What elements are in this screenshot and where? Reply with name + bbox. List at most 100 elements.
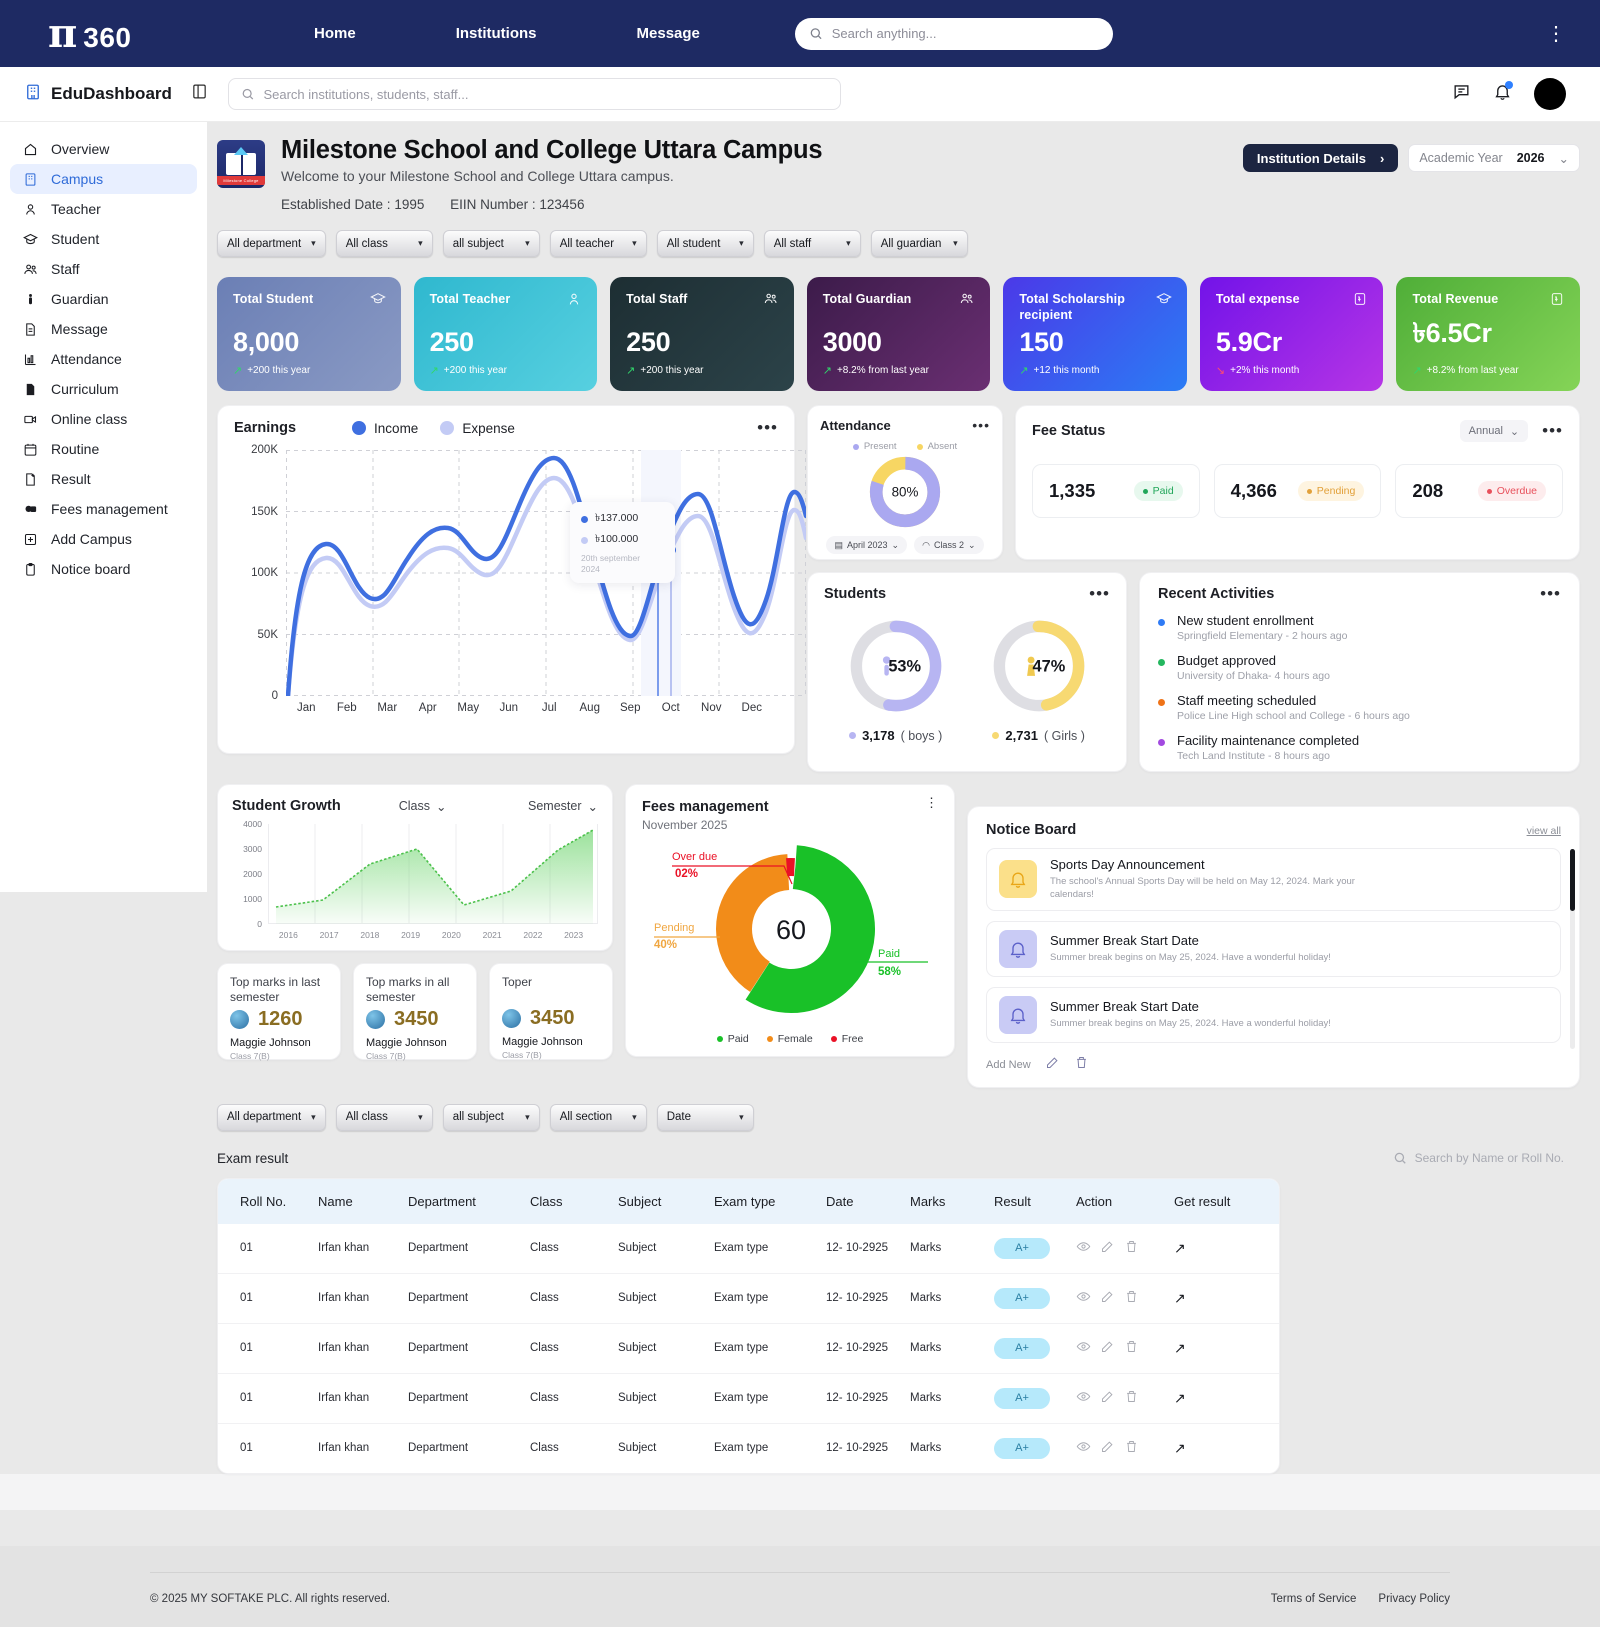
attendance-more-icon[interactable]: ••• — [972, 417, 990, 434]
sidebar-item-message[interactable]: Message — [10, 314, 197, 344]
terms-of-service-link[interactable]: Terms of Service — [1270, 1592, 1357, 1605]
toper-card[interactable]: Toper 3450 Maggie Johnson Class 7(B) — [489, 963, 613, 1060]
exam-filter-date[interactable]: Date ▾ — [656, 1103, 754, 1131]
stat-card-total-expense[interactable]: Total expense 5.9Cr ↘ +2% this month — [1199, 277, 1384, 391]
filter-all-staff[interactable]: All staff ▾ — [763, 230, 861, 257]
avatar[interactable] — [1534, 78, 1566, 110]
fee-box-pending[interactable]: 4,366 Pending — [1213, 464, 1382, 518]
table-row[interactable]: 01 Irfan khan Department Class Subject Exam t… — [218, 1423, 1279, 1473]
brand-logo[interactable]: π 360 — [24, 13, 224, 54]
activity-item[interactable]: Staff meeting scheduled Police Line High … — [1158, 693, 1561, 722]
notice-item[interactable]: Summer Break Start Date Summer break begi… — [986, 920, 1561, 977]
global-search-input[interactable] — [831, 26, 1099, 41]
notice-item[interactable]: Sports Day Announcement The school's Annu… — [986, 848, 1561, 911]
growth-semester-select[interactable]: Semester ⌄ — [528, 799, 598, 814]
topbar-more-icon[interactable]: ⋮ — [1546, 22, 1566, 45]
exam-filter-all-subject[interactable]: all subject ▾ — [442, 1103, 540, 1131]
dashboard-search[interactable] — [228, 78, 841, 110]
stat-card-total-teacher[interactable]: Total Teacher 250 ↗ +200 this year — [413, 277, 598, 391]
external-link-icon[interactable]: ↗ — [1174, 1439, 1186, 1456]
external-link-icon[interactable]: ↗ — [1174, 1389, 1186, 1406]
fee-period-select[interactable]: Annual ⌄ — [1459, 420, 1529, 442]
institution-details-button[interactable]: Institution Details › — [1242, 144, 1399, 172]
exam-filter-all-class[interactable]: All class ▾ — [335, 1103, 433, 1131]
notice-scroll-track[interactable] — [1570, 849, 1575, 1049]
activity-item[interactable]: Facility maintenance completed Tech Land … — [1158, 733, 1561, 762]
table-row[interactable]: 01 Irfan khan Department Class Subject Exam t… — [218, 1223, 1279, 1274]
stat-card-total-staff[interactable]: Total Staff 250 ↗ +200 this year — [610, 277, 794, 391]
stat-card-total-scholarship[interactable]: Total Scholarship recipient 150 ↗ +12 thi… — [1003, 277, 1187, 391]
sidebar-item-guardian[interactable]: Guardian — [10, 284, 197, 314]
notice-view-all-link[interactable]: view all — [1526, 825, 1561, 837]
notifications-icon[interactable] — [1493, 81, 1513, 106]
stat-card-total-student[interactable]: Total Student 8,000 ↗ +200 this year — [217, 277, 401, 391]
sidebar-item-student[interactable]: Student — [10, 224, 197, 254]
edit-icon[interactable] — [1100, 1389, 1115, 1407]
view-icon[interactable] — [1076, 1239, 1091, 1257]
stat-card-total-guardian[interactable]: Total Guardian 3000 ↗ +8.2% from last yea… — [806, 277, 991, 391]
nav-message[interactable]: Message — [636, 25, 700, 42]
sidebar-item-campus[interactable]: Campus — [10, 164, 197, 194]
sidebar-item-add-campus[interactable]: Add Campus — [10, 524, 197, 554]
add-new-notice-button[interactable]: Add New — [986, 1058, 1031, 1071]
delete-icon[interactable] — [1124, 1439, 1139, 1457]
earnings-more-icon[interactable]: ••• — [757, 417, 778, 437]
view-icon[interactable] — [1076, 1389, 1091, 1407]
filter-all-subject[interactable]: all subject ▾ — [442, 230, 540, 257]
students-more-icon[interactable]: ••• — [1089, 583, 1110, 603]
exam-search[interactable]: Search by Name or Roll No. — [1393, 1151, 1580, 1165]
delete-icon[interactable] — [1124, 1239, 1139, 1257]
top-marks-all-semester-card[interactable]: Top marks in all semester 3450 Maggie Jo… — [353, 963, 477, 1061]
external-link-icon[interactable]: ↗ — [1174, 1239, 1186, 1256]
edit-icon[interactable] — [1100, 1289, 1115, 1307]
table-row[interactable]: 01 Irfan khan Department Class Subject Exam t… — [218, 1373, 1279, 1424]
delete-icon[interactable] — [1124, 1289, 1139, 1307]
top-marks-last-semester-card[interactable]: Top marks in last semester 1260 Maggie J… — [217, 963, 341, 1061]
filter-all-class[interactable]: All class ▾ — [335, 230, 433, 257]
dashboard-search-input[interactable] — [263, 86, 828, 102]
filter-all-teacher[interactable]: All teacher ▾ — [549, 230, 647, 257]
nav-home[interactable]: Home — [314, 25, 356, 42]
messages-icon[interactable] — [1452, 82, 1471, 106]
app-logo[interactable]: EduDashboard — [24, 83, 187, 105]
view-icon[interactable] — [1076, 1289, 1091, 1307]
exam-filter-all-department[interactable]: All department ▾ — [217, 1103, 326, 1131]
view-icon[interactable] — [1076, 1439, 1091, 1457]
edit-icon[interactable] — [1100, 1439, 1115, 1457]
table-row[interactable]: 01 Irfan khan Department Class Subject Exam t… — [218, 1273, 1279, 1324]
sidebar-item-routine[interactable]: Routine — [10, 434, 197, 464]
activity-item[interactable]: Budget approved University of Dhaka- 4 ho… — [1158, 653, 1561, 682]
exam-filter-all-section[interactable]: All section ▾ — [549, 1103, 647, 1131]
view-icon[interactable] — [1076, 1339, 1091, 1357]
external-link-icon[interactable]: ↗ — [1174, 1339, 1186, 1356]
fee-box-paid[interactable]: 1,335 Paid — [1032, 464, 1200, 518]
edit-icon[interactable] — [1045, 1055, 1060, 1075]
recent-activities-more-icon[interactable]: ••• — [1540, 583, 1561, 603]
sidebar-item-online-class[interactable]: Online class — [10, 404, 197, 434]
growth-class-select[interactable]: Class ⌄ — [399, 799, 447, 814]
edit-icon[interactable] — [1100, 1339, 1115, 1357]
sidebar-item-curriculum[interactable]: Curriculum — [10, 374, 197, 404]
notice-item[interactable]: Summer Break Start Date Summer break begi… — [986, 986, 1561, 1043]
academic-year-select[interactable]: Academic Year 2026 ⌄ — [1408, 144, 1580, 172]
sidebar-collapse-icon[interactable] — [191, 83, 208, 105]
filter-all-student[interactable]: All student ▾ — [656, 230, 754, 257]
table-row[interactable]: 01 Irfan khan Department Class Subject Exam t… — [218, 1323, 1279, 1374]
external-link-icon[interactable]: ↗ — [1174, 1289, 1186, 1306]
sidebar-item-overview[interactable]: Overview — [10, 134, 197, 164]
delete-icon[interactable] — [1074, 1055, 1089, 1075]
delete-icon[interactable] — [1124, 1389, 1139, 1407]
stat-card-total-revenue[interactable]: Total Revenue ৳6.5Cr ↗ +8.2% from last ye… — [1396, 277, 1581, 391]
activity-item[interactable]: New student enrollment Springfield Elemen… — [1158, 613, 1561, 642]
fees-management-more-icon[interactable]: ⋮ — [925, 795, 938, 810]
filter-all-department[interactable]: All department ▾ — [217, 230, 326, 257]
global-search[interactable] — [794, 17, 1113, 50]
sidebar-item-staff[interactable]: Staff — [10, 254, 197, 284]
fee-box-overdue[interactable]: 208 Overdue — [1395, 464, 1564, 518]
attendance-month-filter[interactable]: ▤ April 2023 ⌄ — [826, 536, 908, 554]
delete-icon[interactable] — [1124, 1339, 1139, 1357]
attendance-class-filter[interactable]: ◠ Class 2 ⌄ — [914, 536, 984, 554]
filter-all-guardian[interactable]: All guardian ▾ — [870, 230, 968, 257]
fee-status-more-icon[interactable]: ••• — [1542, 420, 1563, 440]
sidebar-item-result[interactable]: Result — [10, 464, 197, 494]
